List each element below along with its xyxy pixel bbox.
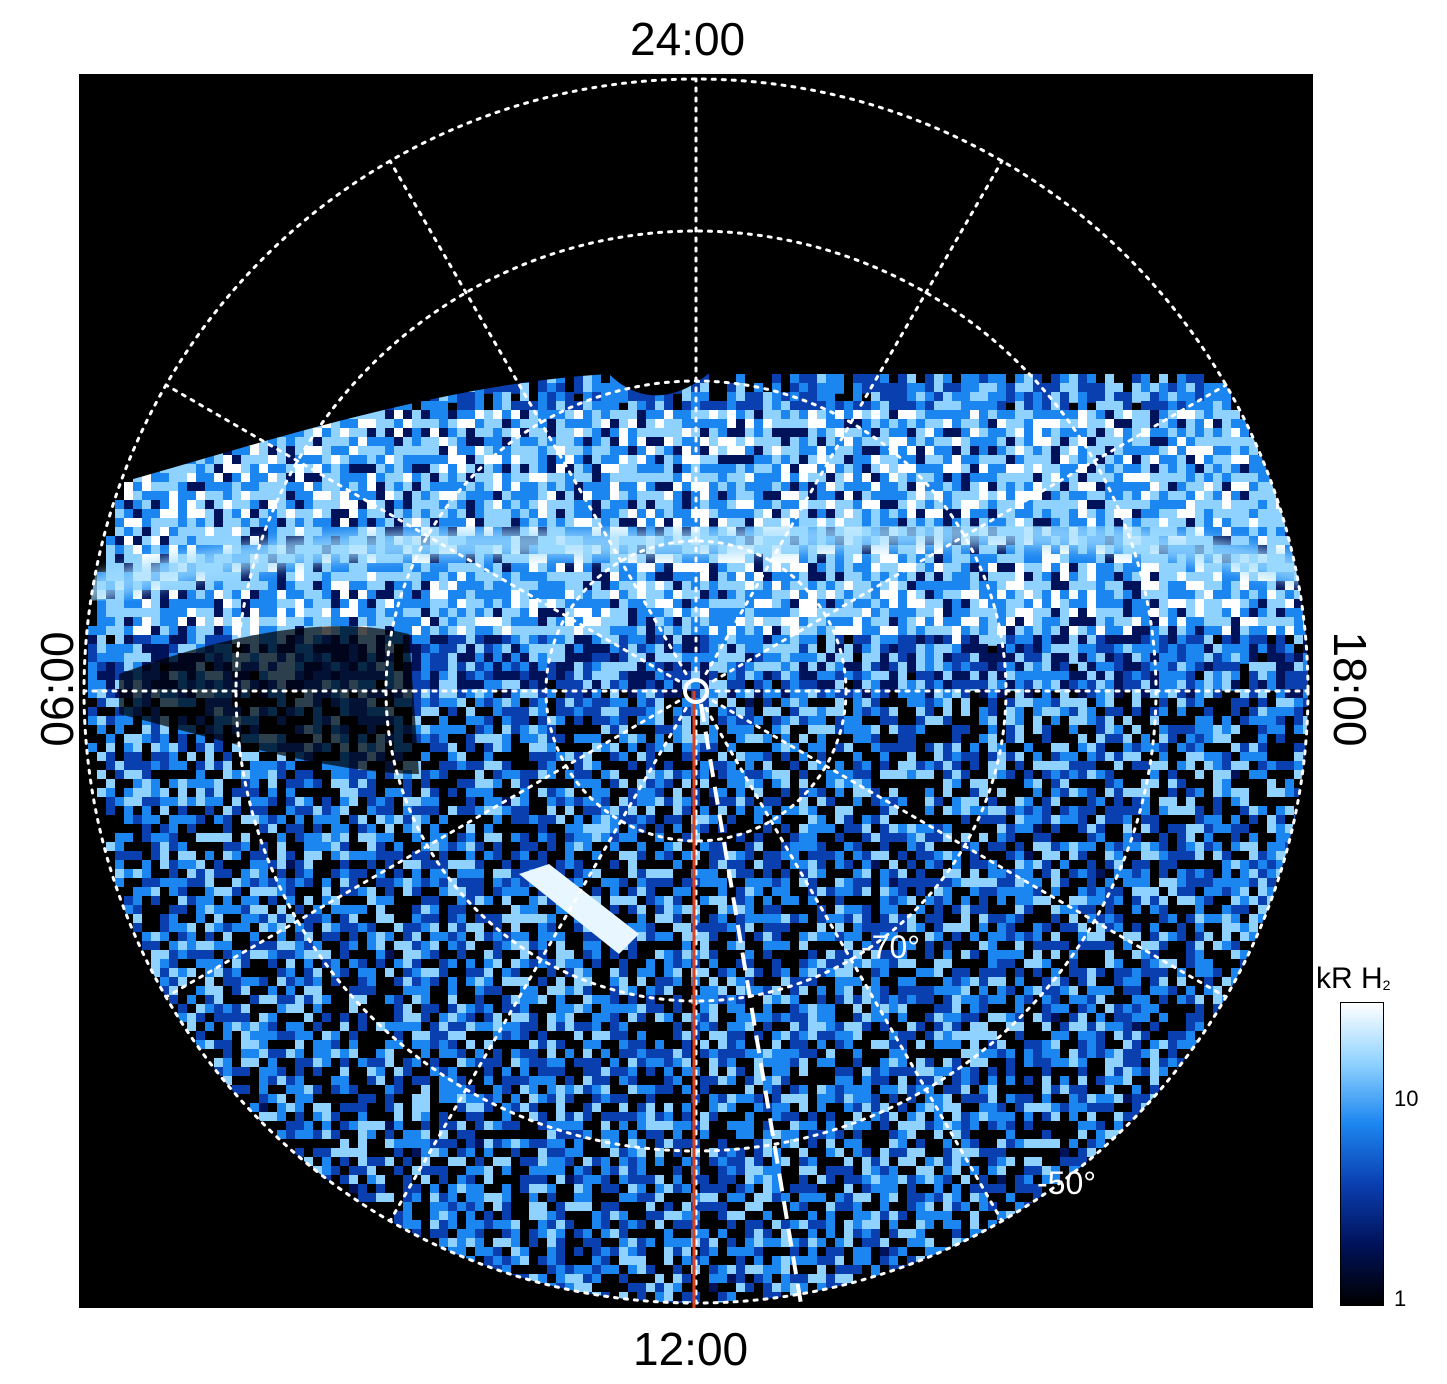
polar-projection-plot: -70° -50°	[79, 74, 1313, 1308]
local-time-label-12: 12:00	[633, 1323, 749, 1375]
local-time-label-24: 24:00	[630, 13, 746, 65]
dashed-reference-line	[699, 703, 803, 1305]
latitude-label-70: -70°	[861, 929, 920, 965]
colorbar	[1340, 1002, 1384, 1306]
colorbar-title: kR H2	[1316, 962, 1391, 995]
auroral-map-svg: -70° -50°	[82, 77, 1310, 1308]
emission-disc	[84, 79, 1308, 1303]
colorbar-tick-1: 1	[1394, 1286, 1407, 1311]
local-time-label-18: 18:00	[1324, 631, 1376, 747]
lat-lon-grid	[82, 77, 1310, 1305]
latitude-label-50: -50°	[1037, 1165, 1096, 1201]
pole-marker-icon	[683, 678, 709, 704]
colorbar-tick-10: 10	[1394, 1086, 1419, 1111]
local-time-label-06: 06:00	[31, 631, 83, 747]
